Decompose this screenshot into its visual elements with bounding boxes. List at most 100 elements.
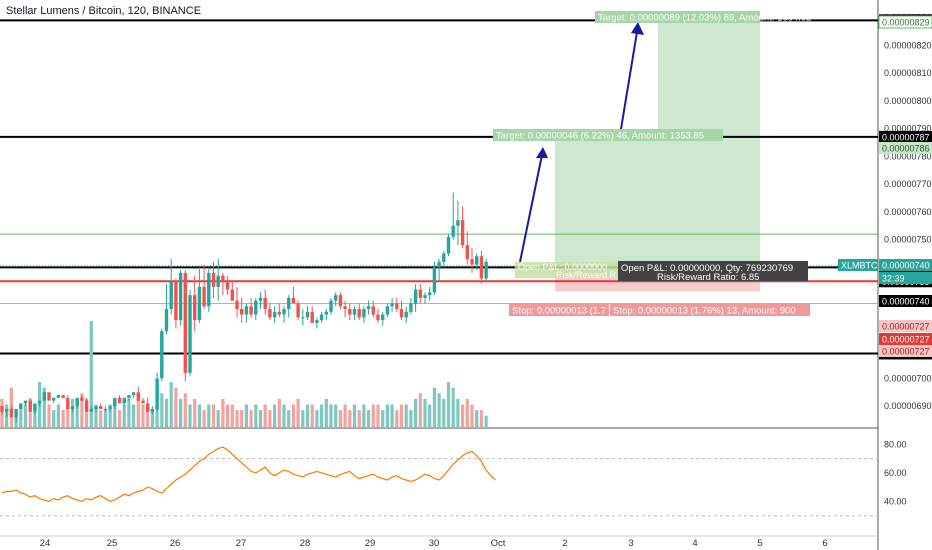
candle-body: [399, 309, 404, 318]
candle-body: [169, 281, 173, 310]
volume-bar: [423, 398, 427, 427]
candle-body: [42, 392, 46, 401]
volume-bar: [150, 410, 154, 427]
time-tick-label: 30: [429, 538, 440, 549]
target-label-2-bg: [493, 129, 723, 141]
time-tick-label: 28: [300, 538, 311, 549]
volume-bar: [193, 398, 197, 427]
arrowhead-2: [631, 22, 644, 35]
volume-bar: [362, 404, 366, 427]
candle-body: [136, 392, 140, 401]
time-tick-label: Oct: [491, 538, 506, 549]
candle-body: [268, 309, 272, 318]
volume-bar: [141, 404, 145, 427]
axis-badge: XLMBTC: [841, 261, 878, 271]
candle-body: [282, 309, 286, 315]
chart-title: Stellar Lumens / Bitcoin, 120, BINANCE: [6, 5, 202, 17]
volume-bar: [89, 321, 93, 427]
candle-body: [94, 406, 98, 409]
candle-body: [235, 300, 239, 310]
candle-body: [47, 392, 51, 401]
volume-bar: [263, 404, 267, 427]
volume-bar: [404, 404, 408, 427]
candle-body: [117, 397, 122, 404]
volume-bar: [320, 404, 324, 427]
candle-body: [66, 397, 70, 409]
volume-bar: [117, 410, 122, 427]
volume-bar: [381, 410, 385, 427]
candle-body: [160, 331, 164, 379]
time-tick-label: 6: [822, 538, 827, 549]
stop-label-1-bg: [509, 304, 609, 316]
candle-body: [446, 236, 451, 254]
volume-bar: [52, 410, 56, 427]
volume-bar: [273, 404, 277, 427]
volume-bar: [202, 410, 206, 427]
volume-bar: [235, 410, 239, 427]
rr-short-label: Risk/Reward R: [556, 270, 617, 280]
candle-body: [80, 397, 84, 401]
projection-arrow-2: [619, 25, 639, 136]
candle-body: [240, 309, 244, 315]
volume-bar: [211, 404, 216, 427]
price-tick-label: 0.00000790: [884, 124, 932, 134]
candle-body: [0, 406, 4, 412]
axis-badge-bg: [879, 320, 932, 332]
axis-badge: 0.00000740: [882, 297, 930, 307]
volume-bar: [461, 404, 465, 427]
candle-body: [155, 378, 159, 409]
volume-bar: [207, 404, 211, 427]
volume-bar: [268, 410, 272, 427]
price-tick-label: 0.00000780: [884, 151, 932, 161]
candle-body: [329, 300, 333, 312]
price-tick-label: 0.00000760: [884, 207, 932, 217]
axis-badge-bg: [879, 272, 932, 284]
volume-bar: [160, 393, 164, 427]
arrowhead-1: [536, 147, 548, 158]
time-tick-label: 4: [692, 538, 697, 549]
profit-zone-2: [658, 20, 760, 140]
volume-bar: [85, 398, 89, 427]
candle-body: [475, 256, 479, 265]
price-tick-label: 0.00000690: [884, 401, 932, 411]
candle-body: [357, 309, 361, 318]
volume-bar: [287, 410, 291, 427]
candle-body: [122, 397, 126, 404]
candle-body: [305, 311, 310, 318]
price-tick-label: 0.00000810: [884, 68, 932, 78]
volume-bar: [418, 393, 422, 427]
volume-bar: [324, 398, 328, 427]
candle-body: [376, 314, 380, 321]
candle-body: [460, 220, 465, 246]
candle-body: [207, 272, 211, 307]
axis-badge: 0.00000740: [882, 261, 930, 271]
volume-bar: [315, 410, 319, 427]
candle-body: [465, 245, 469, 260]
candle-body: [451, 225, 455, 237]
volume-bar: [94, 404, 98, 427]
time-tick-label: 29: [365, 538, 376, 549]
volume-bar: [28, 398, 32, 427]
volume-bar: [465, 398, 469, 427]
volume-bar: [484, 415, 488, 427]
candle-body: [484, 261, 488, 279]
volume-bar: [451, 387, 455, 427]
axis-badge-bg: [878, 15, 932, 29]
volume-bar: [70, 398, 75, 427]
volume-bar: [19, 404, 23, 427]
candle-body: [301, 317, 305, 319]
pnl-full-label: Open P&L: 0.00000000, Qty: 769230769: [621, 263, 793, 274]
candle-body: [404, 311, 408, 318]
candle-body: [75, 397, 79, 407]
candle-body: [352, 309, 357, 315]
candle-body: [23, 400, 28, 404]
pnl-short-bg: [515, 262, 618, 278]
volume-bar: [132, 404, 136, 427]
volume-bar: [437, 393, 441, 427]
pnl-short-label: Open P&L: 0.0000000: [518, 262, 607, 272]
axis-badge-bg: [879, 142, 932, 154]
volume-bar: [414, 398, 418, 427]
candle-body: [108, 406, 112, 409]
